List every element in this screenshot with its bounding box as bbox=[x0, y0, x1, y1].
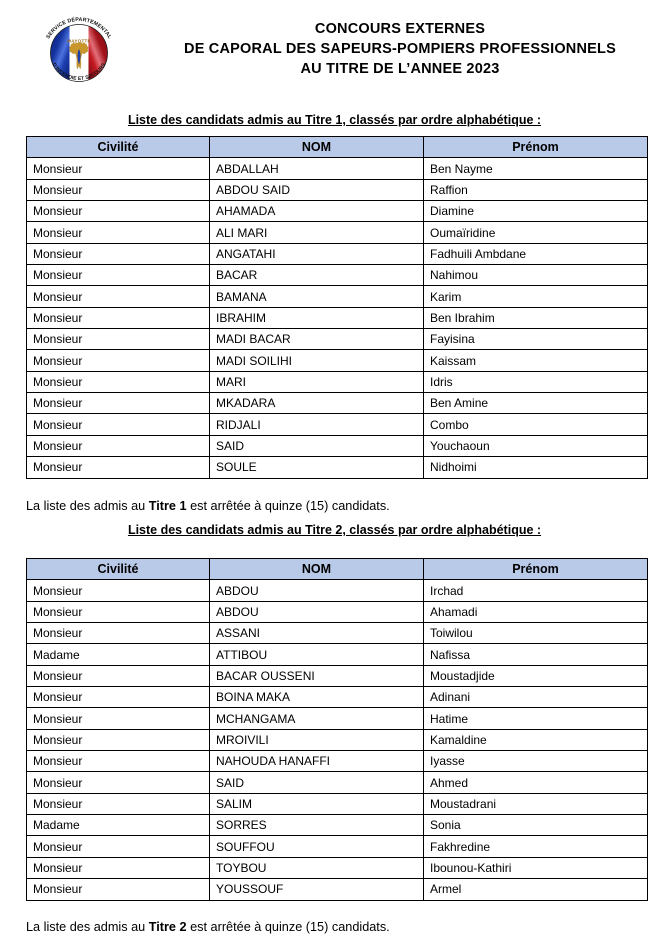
svg-text:MAYOTTE: MAYOTTE bbox=[67, 39, 91, 44]
